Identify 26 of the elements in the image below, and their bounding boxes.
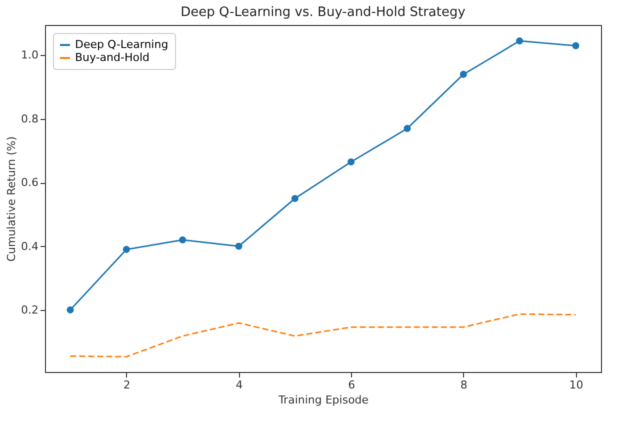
x-tick-label: 2 [123, 378, 130, 392]
point [66, 306, 74, 314]
point [516, 37, 524, 44]
y-tick-label: 0.4 [21, 240, 38, 253]
point [572, 42, 580, 50]
point [460, 70, 467, 78]
y-tick-label: 0.6 [21, 176, 38, 190]
point [291, 194, 298, 202]
x-tick-label: 8 [460, 378, 468, 392]
point [122, 246, 130, 253]
x-tick-label: 6 [348, 378, 356, 392]
chart-title: Deep Q-Learning vs. Buy-and-Hold Strategy [180, 5, 466, 20]
point [404, 124, 411, 132]
legend-label: Buy-and-Hold [75, 51, 150, 64]
y-axis-title: Cumulative Return (%) [5, 136, 18, 262]
legend-label: Deep Q-Learning [75, 38, 168, 51]
x-axis-title: Training Episode [277, 394, 369, 406]
x-tick-label: 4 [236, 378, 243, 392]
point [179, 236, 186, 244]
line-series [70, 313, 576, 358]
x-tick-label: 10 [569, 378, 584, 392]
y-tick-label: 0.2 [21, 303, 38, 316]
point [348, 158, 355, 166]
point [235, 242, 242, 250]
y-tick-label: 1.0 [21, 48, 38, 62]
y-tick-label: 0.8 [21, 112, 38, 126]
